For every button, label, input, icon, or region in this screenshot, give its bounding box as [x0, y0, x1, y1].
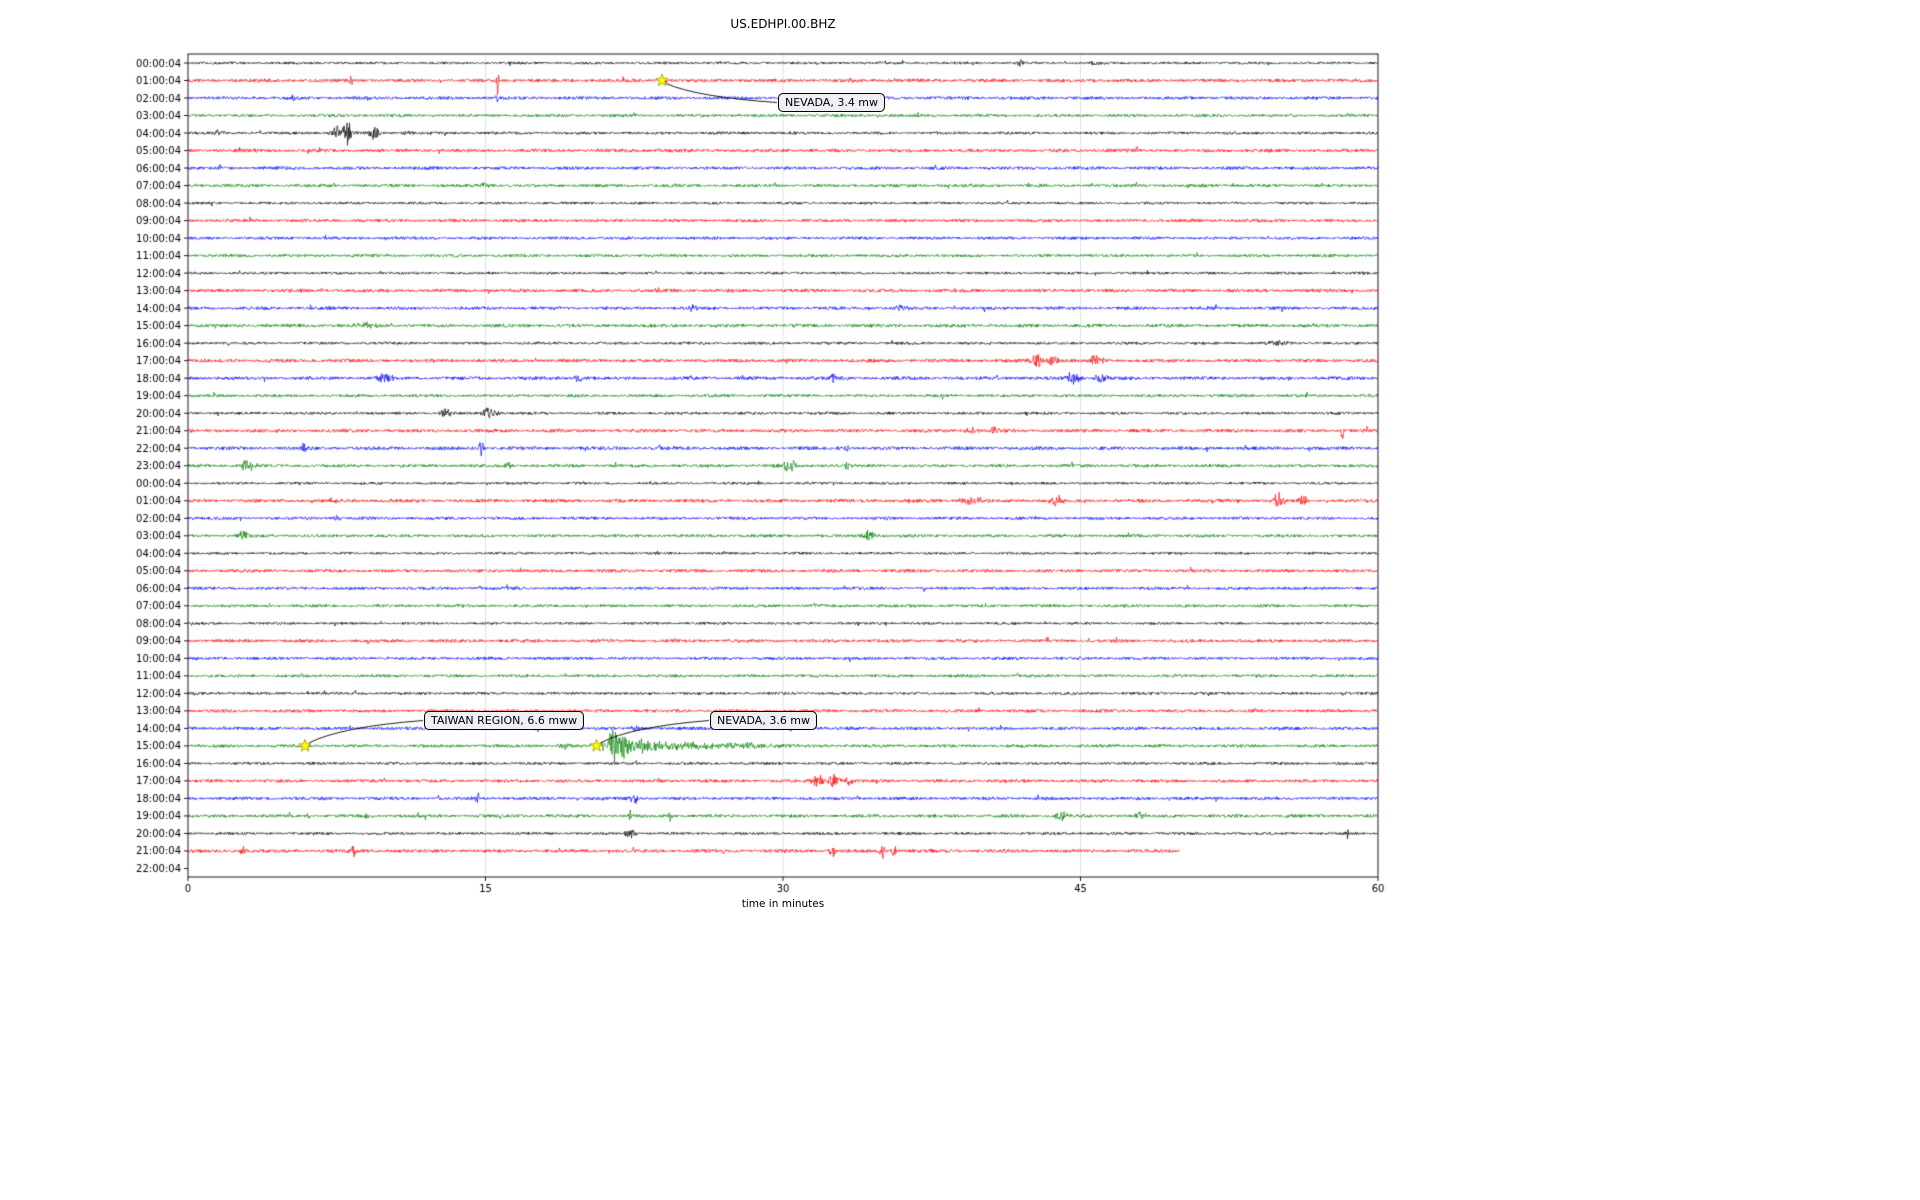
event-annotation-nevada-3-6: NEVADA, 3.6 mw	[710, 711, 818, 730]
chart-title: US.EDHPI.00.BHZ	[730, 17, 836, 31]
event-annotation-taiwan-6-6: TAIWAN REGION, 6.6 mww	[424, 711, 585, 730]
event-annotation-nevada-3-4: NEVADA, 3.4 mw	[778, 93, 886, 112]
x-axis-label: time in minutes	[741, 898, 825, 910]
